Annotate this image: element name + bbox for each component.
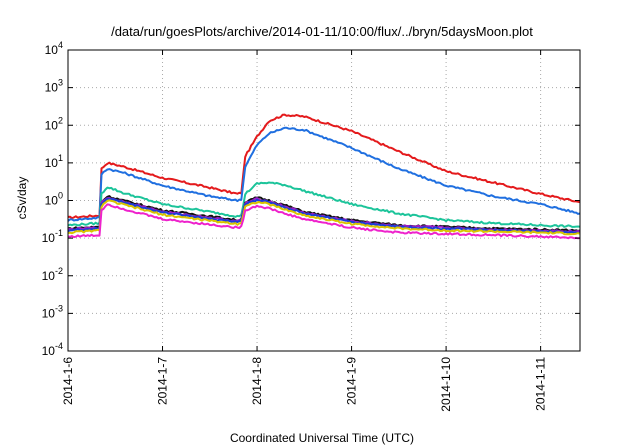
y-tick-label: 10-1 (42, 228, 63, 245)
series-line-3 (67, 181, 581, 228)
series-line-5 (67, 197, 581, 233)
x-tick-label: 2014-1-9 (345, 357, 359, 405)
series-group (67, 113, 581, 240)
series-line-6 (67, 197, 581, 234)
y-tick-label: 104 (45, 40, 63, 57)
x-tick-label: 2014-1-11 (534, 357, 548, 411)
series-line-1 (67, 113, 581, 220)
y-axis-label: cSv/day (15, 177, 29, 220)
x-axis-label: Coordinated Universal Time (UTC) (230, 431, 414, 445)
y-tick-label: 103 (45, 78, 63, 95)
x-tick-label: 2014-1-8 (250, 357, 264, 405)
y-tick-label: 10-4 (42, 341, 63, 358)
y-tick-label: 101 (45, 153, 63, 170)
series-line-7 (67, 199, 581, 236)
y-tick-label: 102 (45, 115, 63, 132)
series-line-2 (67, 126, 581, 222)
chart-title: /data/run/goesPlots/archive/2014-01-11/1… (111, 24, 533, 39)
tick-labels: 10-4 10-3 10-2 10-1 100 101 102 103 104 2014-1-6 2… (42, 40, 580, 412)
y-tick-label: 10-2 (42, 266, 63, 283)
x-tick-label: 2014-1-6 (61, 357, 75, 405)
x-tick-label: 2014-1-10 (439, 357, 453, 412)
plot-frame (67, 49, 581, 352)
y-tick-label: 100 (45, 191, 63, 208)
x-tick-label: 2014-1-7 (156, 357, 170, 405)
grid (68, 50, 580, 351)
y-tick-label: 10-3 (42, 303, 63, 320)
series-line-8 (67, 203, 581, 240)
